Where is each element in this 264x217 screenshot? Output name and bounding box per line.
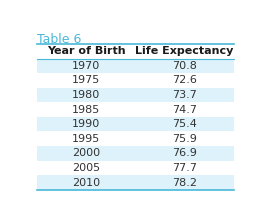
Bar <box>37 102 233 117</box>
Bar <box>37 175 233 190</box>
Text: 2005: 2005 <box>72 163 100 173</box>
Text: 77.7: 77.7 <box>172 163 197 173</box>
Text: 2000: 2000 <box>72 148 100 158</box>
Text: 78.2: 78.2 <box>172 178 197 187</box>
Text: 1985: 1985 <box>72 105 100 115</box>
Bar <box>37 132 233 146</box>
Text: 72.6: 72.6 <box>172 76 197 85</box>
Text: 1980: 1980 <box>72 90 100 100</box>
Text: Table 6: Table 6 <box>37 33 82 46</box>
Text: Life Expectancy: Life Expectancy <box>135 46 234 56</box>
Bar <box>37 73 233 88</box>
Bar <box>37 88 233 102</box>
Text: 74.7: 74.7 <box>172 105 197 115</box>
Bar <box>37 117 233 132</box>
Text: 1975: 1975 <box>72 76 100 85</box>
Text: 76.9: 76.9 <box>172 148 197 158</box>
Text: 1970: 1970 <box>72 61 100 71</box>
Text: 73.7: 73.7 <box>172 90 197 100</box>
Text: Year of Birth: Year of Birth <box>47 46 125 56</box>
Text: 70.8: 70.8 <box>172 61 197 71</box>
Text: 75.9: 75.9 <box>172 134 197 144</box>
Text: 1995: 1995 <box>72 134 100 144</box>
Text: 75.4: 75.4 <box>172 119 197 129</box>
Bar <box>37 161 233 175</box>
Text: 2010: 2010 <box>72 178 100 187</box>
Bar <box>37 146 233 161</box>
Bar <box>37 59 233 73</box>
Text: 1990: 1990 <box>72 119 100 129</box>
